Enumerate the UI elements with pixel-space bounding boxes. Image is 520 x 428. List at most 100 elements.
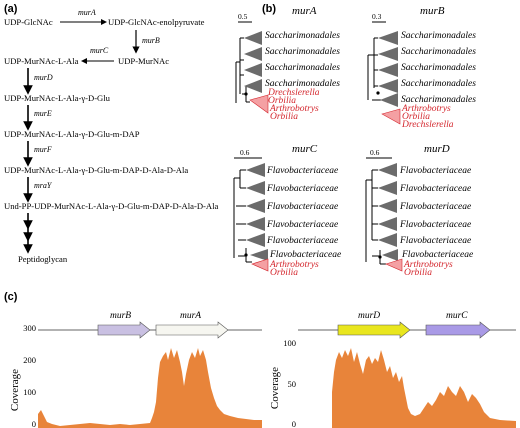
y-axis-label: Coverage [269,367,281,409]
scale-label: 0.6 [370,148,380,157]
leaf-label: Flavobacteriaceae [266,236,338,246]
clade-triangle [378,181,397,195]
clade-triangle [378,163,397,177]
fungal-leaf-label: Orbilia [404,268,432,278]
y-tick-label: 0 [292,419,296,428]
tree-murA: murA 0.5 Saccharimonadales Saccharimonad… [235,5,340,122]
fungal-leaf-label: Orbilia [402,112,430,122]
leaf-label: Saccharimonadales [401,63,476,73]
fungal-leaf-label: Drechslerella [267,88,320,98]
murB-gene-arrow [97,321,151,339]
clade-triangle [244,63,262,77]
tree-branches [367,37,382,101]
leaf-label: Flavobacteriaceae [266,184,338,194]
fungal-leaf-label: Drechslerella [401,120,454,130]
leaf-label: Flavobacteriaceae [401,250,473,260]
clade-triangle [378,79,398,93]
pathway-enolpyruvate: UDP-GlcNAc-enolpyruvate [108,17,205,27]
clade-triangle [250,249,268,261]
leaf-label: Flavobacteriaceae [399,184,471,194]
pathway-udp-glcnac: UDP-GlcNAc [4,17,53,27]
leaf-label: Flavobacteriaceae [266,220,338,230]
clade-triangle [378,233,397,247]
murC-gene-arrow [425,321,491,339]
tree-murD: murD 0.6 Flavobacteriaceae Flavobacteria… [365,143,473,278]
tree-node [378,255,382,259]
leaf-label: Flavobacteriaceae [399,236,471,246]
leaf-label: Saccharimonadales [401,79,476,89]
clade-triangle [378,199,397,213]
panel-c: (c) murB murA Coverage 0 100 200 300 mur… [4,291,516,428]
panel-c-label: (c) [4,291,18,303]
leaf-label: Flavobacteriaceae [266,202,338,212]
leaf-label: Flavobacteriaceae [269,250,341,260]
leaf-label: Flavobacteriaceae [399,166,471,176]
y-axis-label: Coverage [9,369,21,411]
gene-track-right: murD murC [298,311,516,339]
leaf-label: Saccharimonadales [401,95,476,105]
tree-title-murB: murB [420,5,445,17]
fungal-leaf-label: Arthrobotrys [269,104,319,114]
leaf-label: Saccharimonadales [401,47,476,57]
fungal-clade-triangle [249,94,269,114]
fungal-leaf-label: Arthrobotrys [403,260,453,270]
y-tick-label: 300 [23,323,36,333]
fungal-clade-triangle [251,258,269,272]
pathway-murnac: UDP-MurNAc [118,56,169,66]
clade-triangle [244,31,262,45]
enzyme-murA-label: murA [78,8,96,17]
y-tick-label: 100 [23,387,36,397]
leaf-label: Flavobacteriaceae [399,220,471,230]
clade-triangle [246,217,265,231]
coverage-area-right [332,348,516,428]
leaf-label: Saccharimonadales [401,31,476,41]
enzyme-murE-label: murE [34,109,52,118]
murA-gene-arrow [155,321,229,339]
pathway-step-1: UDP-MurNAc-L-Ala-γ-D-Glu [4,93,111,103]
enzyme-murC-label: murC [90,46,109,55]
gene-label: murA [180,311,201,321]
y-tick-label: 100 [283,338,296,348]
y-tick-label: 200 [23,355,36,365]
panel-a-label: (a) [4,3,18,15]
fungal-leaf-label: Orbilia [268,96,296,106]
fungal-clade-triangle [381,108,401,125]
scale-label: 0.3 [372,12,382,21]
gene-label: murC [446,311,468,321]
leaf-label: Saccharimonadales [265,63,340,73]
fungal-leaf-label: Arthrobotrys [269,260,319,270]
enzyme-murB-label: murB [142,36,160,45]
fungal-leaf-label: Arthrobotrys [401,104,451,114]
y-tick-label: 50 [288,379,297,389]
clade-triangle [246,163,265,177]
pathway-product: Peptidoglycan [18,254,68,264]
enzyme-murD-label: murD [34,73,53,82]
clade-triangle [378,217,397,231]
leaf-label: Flavobacteriaceae [399,202,471,212]
clade-triangle [244,79,262,93]
enzyme-murF-label: murF [34,145,52,154]
panel-b-label: (b) [262,3,276,15]
panel-b: (b) murA 0.5 Saccharimonadales Saccharim… [233,3,476,278]
enzyme-mraY-label: mraY [34,181,53,190]
pathway-murnac-ala: UDP-MurNAc-L-Ala [4,56,79,66]
pathway-step-2: UDP-MurNAc-L-Ala-γ-D-Glu-m-DAP [4,129,140,139]
tree-murB: murB 0.3 Saccharimonadales Saccharimonad… [367,5,476,130]
coverage-plot-left: Coverage 0 100 200 300 [9,323,262,428]
pathway-step-3: UDP-MurNAc-L-Ala-γ-D-Glu-m-DAP-D-Ala-D-A… [4,165,188,175]
clade-triangle [382,249,398,261]
panel-a: (a) UDP-GlcNAc murA UDP-GlcNAc-enolpyruv… [4,3,218,264]
clade-triangle [244,47,262,61]
tree-branches [365,169,386,265]
leaf-label: Saccharimonadales [265,79,340,89]
fungal-leaf-label: Orbilia [270,112,298,122]
clade-triangle [380,93,398,107]
fungal-leaf-label: Orbilia [270,268,298,278]
tree-node [244,92,248,96]
pathway-step-4: Und-PP-UDP-MurNAc-L-Ala-γ-D-Glu-m-DAP-D-… [4,201,218,211]
tree-title-murA: murA [292,5,317,17]
tree-title-murD: murD [424,143,450,155]
tree-node [244,253,248,257]
leaf-label: Saccharimonadales [265,47,340,57]
